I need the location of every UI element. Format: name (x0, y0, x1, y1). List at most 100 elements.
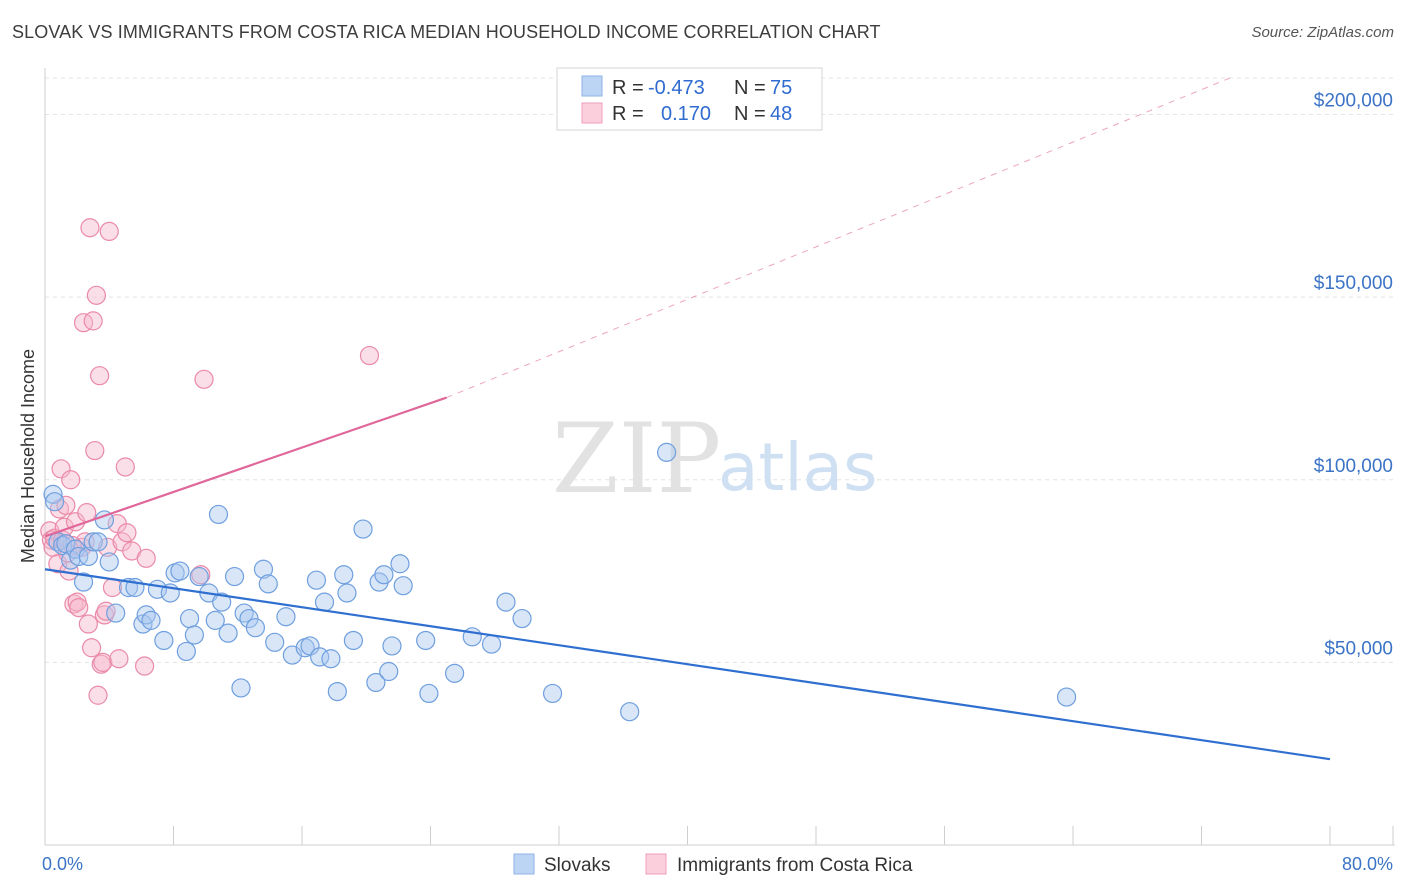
point-slovaks (393, 576, 413, 596)
point-slovaks (276, 607, 296, 627)
point-slovaks (141, 610, 161, 630)
point-slovaks (265, 632, 285, 652)
bottom-legend-swatch-slovaks (513, 853, 535, 875)
legend-r-label: R = (612, 103, 644, 125)
point-slovaks (353, 519, 373, 539)
trend-line-costa-rica-extension (446, 77, 1231, 399)
legend-box: R = -0.473 N = 75 R = 0.170 N = 48 (556, 67, 823, 131)
point-costa-rica (61, 470, 81, 490)
point-slovaks (300, 636, 320, 656)
legend-r-value: 0.170 (661, 103, 711, 125)
point-slovaks (390, 554, 410, 574)
watermark: ZIP atlas (552, 403, 878, 515)
axes (44, 68, 1395, 846)
watermark-atlas: atlas (718, 429, 878, 506)
trend-lines (44, 77, 1331, 761)
point-slovaks (496, 592, 516, 612)
bottom-legend-costa-rica: Immigrants from Costa Rica (677, 855, 913, 876)
y-tick-label: $150,000 (1314, 273, 1393, 294)
point-slovaks (306, 570, 327, 590)
point-costa-rica (81, 638, 102, 658)
point-slovaks (620, 702, 640, 722)
point-costa-rica (98, 537, 118, 557)
point-slovaks (512, 608, 532, 629)
point-slovaks (327, 681, 347, 702)
point-slovaks (205, 610, 225, 630)
point-slovaks (314, 592, 335, 612)
point-costa-rica (117, 523, 137, 543)
point-slovaks (78, 546, 98, 567)
bottom-legend-swatch-costa-rica (645, 853, 667, 875)
legend-swatch-costa-rica (581, 102, 603, 124)
point-costa-rica (73, 313, 94, 333)
point-costa-rica (88, 685, 108, 705)
series-slovaks (43, 442, 1077, 722)
y-tick-label: $100,000 (1314, 456, 1393, 477)
point-slovaks (366, 672, 386, 693)
point-slovaks (253, 559, 274, 579)
point-costa-rica (80, 218, 100, 238)
point-costa-rica (93, 652, 113, 672)
point-slovaks (154, 630, 174, 651)
point-slovaks (419, 683, 439, 704)
grid (45, 77, 1395, 663)
trend-line-slovaks (44, 568, 1331, 761)
legend-n-value: 75 (770, 77, 792, 99)
point-slovaks (179, 608, 200, 629)
point-costa-rica (62, 535, 82, 556)
point-slovaks (45, 492, 65, 512)
point-slovaks (1056, 687, 1077, 707)
x-tick-label: 0.0% (42, 854, 83, 874)
point-slovaks (170, 561, 190, 581)
trend-line-costa-rica (44, 396, 447, 538)
watermark-zip: ZIP (552, 403, 721, 515)
point-slovaks (379, 661, 399, 682)
point-slovaks (337, 583, 357, 603)
point-slovaks (69, 546, 89, 567)
point-slovaks (99, 552, 119, 572)
point-slovaks (657, 442, 677, 462)
legend-swatch-slovaks (581, 75, 603, 97)
y-tick-label: $200,000 (1314, 91, 1393, 112)
point-slovaks (444, 663, 465, 683)
point-slovaks (83, 532, 103, 552)
point-slovaks (189, 566, 209, 587)
point-costa-rica (115, 457, 135, 477)
point-slovaks (258, 574, 278, 594)
point-slovaks (184, 625, 204, 645)
y-tick-label: $50,000 (1324, 638, 1393, 659)
y-axis-label: Median Household Income (18, 349, 38, 563)
source-label: Source: ZipAtlas.com (1251, 24, 1394, 41)
point-costa-rica (86, 285, 107, 305)
point-costa-rica (56, 495, 76, 515)
point-costa-rica (109, 649, 129, 669)
point-slovaks (208, 504, 229, 525)
point-costa-rica (194, 369, 214, 389)
point-costa-rica (83, 311, 103, 331)
point-costa-rica (136, 548, 156, 568)
point-slovaks (481, 634, 502, 654)
point-slovaks (73, 572, 94, 592)
point-slovaks (53, 535, 73, 556)
x-tick-labels: 0.0% 80.0% (42, 854, 1393, 874)
point-costa-rica (99, 221, 119, 241)
point-costa-rica (134, 656, 155, 676)
point-slovaks (43, 484, 63, 504)
legend-n-label: N = (734, 103, 766, 125)
chart-title: SLOVAK VS IMMIGRANTS FROM COSTA RICA MED… (12, 22, 881, 42)
point-costa-rica (51, 459, 71, 479)
point-slovaks (334, 565, 354, 585)
series-costa-rica (40, 218, 380, 705)
point-slovaks (374, 565, 394, 585)
point-slovaks (176, 641, 196, 662)
point-slovaks (321, 649, 341, 669)
legend-r-value: -0.473 (648, 77, 705, 99)
point-slovaks (231, 678, 251, 698)
point-costa-rica (90, 366, 110, 386)
legend-n-value: 48 (770, 103, 792, 125)
bottom-legend: Slovaks Immigrants from Costa Rica (513, 853, 913, 876)
point-slovaks (416, 630, 436, 651)
x-tick-label: 80.0% (1342, 854, 1393, 874)
y-tick-labels: $50,000 $100,000 $150,000 $200,000 (1314, 91, 1393, 660)
point-costa-rica (359, 345, 380, 366)
